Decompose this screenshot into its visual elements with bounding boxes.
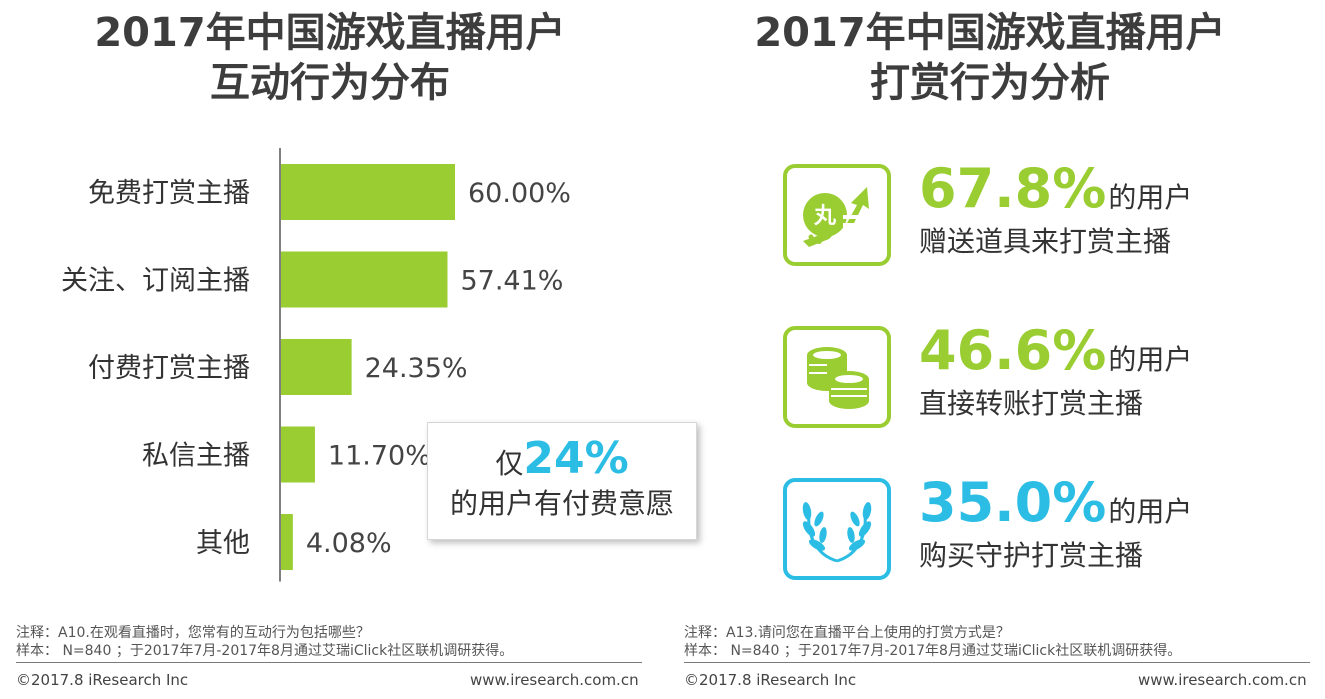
- laurel-icon: [783, 478, 891, 580]
- stat-gift: 丸 67.8%的用户 赠送道具来打赏主播: [783, 157, 1303, 270]
- right-url: www.iresearch.com.cn: [1138, 671, 1307, 689]
- left-note: 注释：A10.在观看直播时，您常有的互动行为包括哪些？ 样本： N=840 ；于…: [16, 624, 513, 660]
- category-label: 免费打赏主播: [88, 178, 250, 209]
- left-chart-title: 2017年中国游戏直播用户 互动行为分布: [60, 8, 600, 108]
- right-title-line1: 2017年中国游戏直播用户: [754, 10, 1226, 56]
- svg-text:丸: 丸: [813, 204, 837, 229]
- right-note-sample: 样本： N=840 ；于2017年7月-2017年8月通过艾瑞iClick社区联…: [684, 643, 1182, 659]
- bar: [281, 426, 315, 483]
- category-label: 付费打赏主播: [88, 353, 250, 384]
- data-label: 11.70%: [328, 441, 431, 472]
- stat-suffix: 的用户: [1108, 181, 1193, 214]
- left-title-line2: 互动行为分布: [210, 60, 450, 106]
- left-note-sample: 样本： N=840 ；于2017年7月-2017年8月通过艾瑞iClick社区联…: [16, 643, 514, 659]
- callout-text: 的用户有付费意愿: [449, 487, 674, 520]
- left-copyright: ©2017.8 iResearch Inc: [16, 671, 189, 689]
- data-label: 4.08%: [306, 528, 392, 559]
- right-note: 注释：A13.请问您在直播平台上使用的打赏方式是？ 样本： N=840 ；于20…: [684, 624, 1181, 660]
- stat-value: 67.8%: [919, 157, 1107, 220]
- stat-transfer: 46.6%的用户 直接转账打赏主播: [783, 319, 1303, 432]
- stat-guardian: 35.0%的用户 购买守护打赏主播: [783, 471, 1303, 584]
- left-url: www.iresearch.com.cn: [470, 671, 639, 689]
- right-copyright: ©2017.8 iResearch Inc: [684, 671, 857, 689]
- bar: [281, 339, 352, 395]
- right-divider: [684, 662, 1310, 663]
- stat-description: 赠送道具来打赏主播: [919, 225, 1172, 258]
- gift-arrow-icon: 丸: [783, 164, 891, 266]
- left-divider: [16, 662, 642, 663]
- category-label: 其他: [196, 528, 250, 559]
- coins-icon: [783, 326, 891, 428]
- data-label: 57.41%: [460, 266, 563, 297]
- right-title-line2: 打赏行为分析: [870, 60, 1110, 106]
- bar: [281, 164, 455, 220]
- right-panel-title: 2017年中国游戏直播用户 打赏行为分析: [720, 8, 1260, 108]
- category-label: 私信主播: [142, 441, 250, 472]
- stat-suffix: 的用户: [1108, 343, 1193, 376]
- bar: [281, 514, 293, 570]
- category-label: 关注、订阅主播: [61, 266, 250, 297]
- bar: [281, 251, 448, 308]
- stat-value: 35.0%: [919, 471, 1107, 534]
- stat-value: 46.6%: [919, 319, 1107, 382]
- data-label: 24.35%: [365, 353, 468, 384]
- callout-prefix: 仅: [495, 447, 524, 480]
- stat-description: 购买守护打赏主播: [919, 539, 1144, 572]
- interaction-bar-chart: 免费打赏主播 60.00% 关注、订阅主播 57.41% 付费打赏主播 24.35% 私信主…: [61, 148, 571, 582]
- stat-suffix: 的用户: [1108, 495, 1193, 528]
- paid-willingness-callout: 仅24% 的用户有付费意愿: [427, 422, 697, 540]
- left-note-question: 注释：A10.在观看直播时，您常有的互动行为包括哪些？: [16, 625, 370, 641]
- callout-value: 24%: [523, 433, 629, 484]
- stat-description: 直接转账打赏主播: [919, 387, 1144, 420]
- right-note-question: 注释：A13.请问您在直播平台上使用的打赏方式是？: [684, 625, 1010, 641]
- left-title-line1: 2017年中国游戏直播用户: [94, 10, 566, 56]
- data-label: 60.00%: [468, 178, 571, 209]
